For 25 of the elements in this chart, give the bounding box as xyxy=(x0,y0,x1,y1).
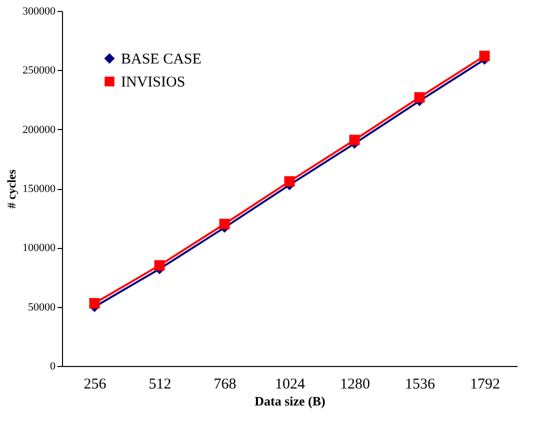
x-tick-label: 512 xyxy=(148,376,172,392)
point xyxy=(414,92,425,103)
x-tick-label: 768 xyxy=(214,376,236,392)
x-tick-label: 1024 xyxy=(275,376,306,392)
point xyxy=(479,50,490,62)
point xyxy=(284,176,295,187)
legend-label: BASE CASE xyxy=(121,52,202,68)
y-tick-label: 200000 xyxy=(22,124,56,136)
point xyxy=(89,298,100,309)
y-tick-label: 0 xyxy=(50,360,56,372)
x-tick-label: 1280 xyxy=(340,376,370,392)
y-tick-label: 100000 xyxy=(22,242,56,254)
y-tick-label: 250000 xyxy=(22,64,56,77)
point xyxy=(219,218,230,230)
y-tick-label: 50000 xyxy=(28,301,56,314)
x-tick-label: 1536 xyxy=(405,376,436,392)
x-tick-label: 256 xyxy=(84,376,107,392)
y-tick-label: 300000 xyxy=(22,6,56,18)
x-tick-label: 1792 xyxy=(470,376,500,392)
point xyxy=(154,260,165,271)
x-axis-title: Data size (B) xyxy=(254,394,326,408)
y-axis-title: # cycles xyxy=(4,169,18,208)
point xyxy=(349,134,360,146)
legend-label: INVISIOS xyxy=(121,74,186,90)
y-tick-label: 150000 xyxy=(22,183,56,195)
